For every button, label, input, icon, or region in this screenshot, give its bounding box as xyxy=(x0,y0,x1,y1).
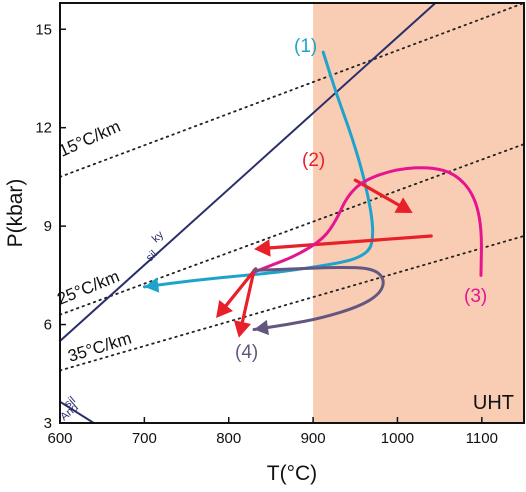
geotherm-label: 15°C/km xyxy=(56,117,123,161)
geotherm-line xyxy=(60,143,524,316)
y-tick-label: 6 xyxy=(44,317,52,334)
pt-path-label: (3) xyxy=(464,286,487,307)
pt-path-arrow xyxy=(263,234,433,250)
uht-region xyxy=(313,3,524,423)
arrowhead xyxy=(216,300,233,318)
pt-path-arrow xyxy=(239,268,256,329)
arrowhead xyxy=(254,319,270,336)
arrowhead xyxy=(254,239,271,257)
y-tick-label: 3 xyxy=(44,415,52,432)
pt-path-label: (4) xyxy=(235,342,258,363)
pt-path-line xyxy=(142,50,375,289)
phase-boundary-line xyxy=(60,400,95,423)
y-tick-label: 12 xyxy=(35,120,52,137)
y-tick-label: 9 xyxy=(44,218,52,235)
x-tick-label: 900 xyxy=(301,430,326,447)
geotherm-label: 35°C/km xyxy=(66,329,134,366)
x-tick-label: 1000 xyxy=(381,430,414,447)
phase-boundary-label: sil xyxy=(144,248,160,264)
x-tick-label: 600 xyxy=(47,430,72,447)
pt-path-arrow xyxy=(221,267,258,312)
arrowhead xyxy=(394,197,413,213)
y-axis-title: P(kbar) xyxy=(4,179,27,248)
arrowhead xyxy=(233,320,251,338)
pt-path-line xyxy=(252,166,483,277)
pt-path-label: (2) xyxy=(302,150,325,171)
phase-boundary-label: ky xyxy=(150,229,167,246)
phase-boundary-line xyxy=(60,3,437,342)
x-tick-label: 1100 xyxy=(466,430,498,447)
x-tick-label: 700 xyxy=(132,430,157,447)
pt-path-label: (1) xyxy=(294,36,317,57)
x-axis-title: T(°C) xyxy=(267,462,317,485)
y-tick-label: 15 xyxy=(35,21,52,38)
x-tick-label: 800 xyxy=(216,430,241,447)
pt-path-line xyxy=(252,265,385,331)
geotherm-line xyxy=(60,3,524,178)
geotherm-line xyxy=(60,235,524,372)
plot-frame xyxy=(59,2,525,424)
arrowhead xyxy=(144,277,160,293)
uht-region-label: UHT xyxy=(473,392,514,414)
pt-path-arrow xyxy=(353,178,405,210)
phase-boundary-label: And xyxy=(58,402,81,424)
geotherm-label: 25°C/km xyxy=(54,267,122,309)
